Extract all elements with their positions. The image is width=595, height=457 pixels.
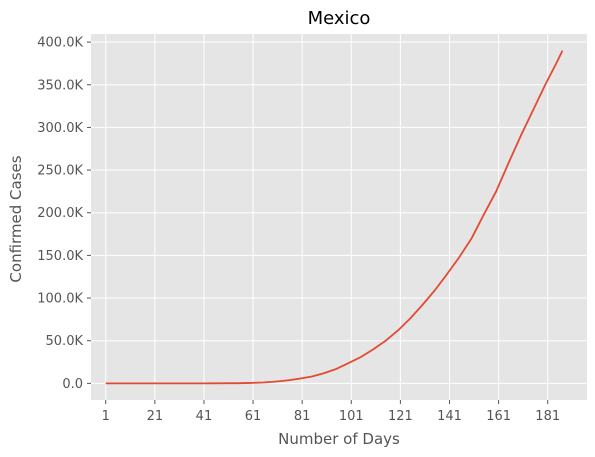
plot-area [91, 34, 587, 400]
series-line-0 [105, 50, 564, 385]
y-tick-label: 400.0K [37, 36, 83, 51]
chart-title: Mexico [308, 8, 371, 29]
x-tick-label: 141 [437, 409, 462, 424]
x-tick-label: 1 [102, 409, 110, 424]
x-tick-label: 61 [245, 409, 262, 424]
y-tick-label: 300.0K [37, 121, 83, 136]
x-tick-label: 41 [196, 409, 213, 424]
y-tick-label: 100.0K [37, 292, 83, 307]
x-tick-label: 81 [294, 409, 311, 424]
x-tick-label: 21 [147, 409, 164, 424]
y-tick-label: 50.0K [46, 334, 84, 349]
y-ticks: 0.0 50.0K 100.0K 150.0K 200.0K 250.0K 300.0K 35… [37, 36, 91, 392]
x-tick-label: 181 [535, 409, 560, 424]
y-tick-label: 150.0K [37, 249, 83, 264]
x-tick-label: 101 [339, 409, 364, 424]
y-tick-label: 250.0K [37, 164, 83, 179]
x-tick-label: 161 [486, 409, 511, 424]
series-layer [105, 50, 564, 385]
y-tick-label: 0.0 [62, 377, 83, 392]
y-tick-label: 350.0K [37, 78, 83, 93]
y-tick-label: 200.0K [37, 206, 83, 221]
y-axis-label: Confirmed Cases [7, 155, 25, 282]
x-axis-label: Number of Days [278, 430, 400, 448]
x-tick-label: 121 [388, 409, 413, 424]
x-ticks: 1 21 41 61 81 101 121 141 161 181 [102, 400, 560, 424]
